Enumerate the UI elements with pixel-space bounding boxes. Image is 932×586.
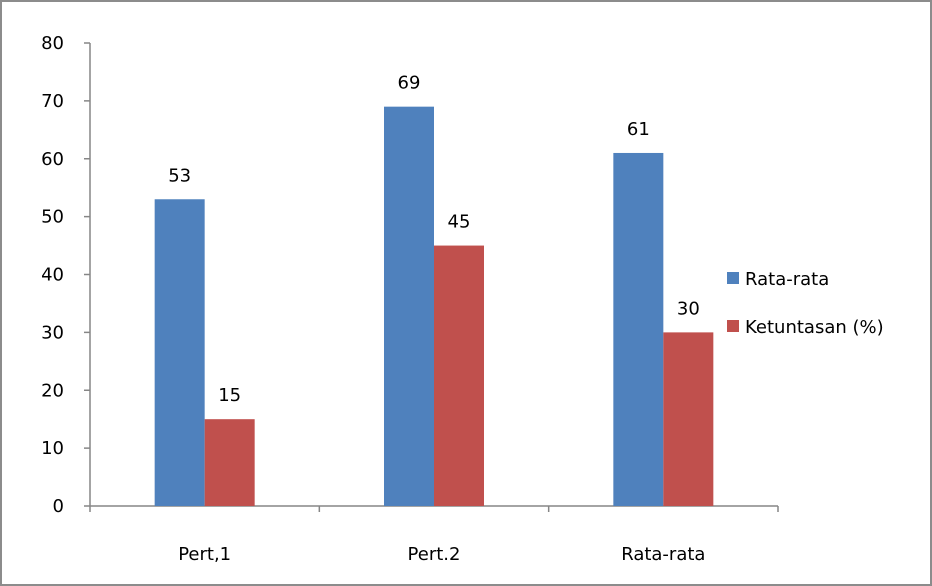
y-axis: 0 10 20 30 40 50 60 70 80 (41, 33, 91, 517)
legend-label: Ketuntasan (%) (745, 317, 884, 338)
data-label: 53 (168, 165, 191, 186)
x-tick-label: Pert,1 (178, 544, 231, 565)
data-label: 61 (627, 119, 650, 140)
bar (434, 245, 484, 506)
legend-label: Rata-rata (745, 269, 829, 290)
data-label: 15 (218, 385, 241, 406)
y-tick-label: 50 (41, 207, 64, 228)
bar (154, 199, 205, 506)
y-tick-label: 30 (41, 322, 64, 343)
bar (204, 419, 255, 506)
bar (663, 332, 714, 506)
y-tick-label: 20 (41, 380, 64, 401)
x-tick-label: Pert.2 (408, 544, 461, 565)
x-axis: Pert,1 Pert.2 Rata-rata (89, 505, 779, 565)
data-label: 69 (398, 73, 421, 94)
y-tick-label: 70 (41, 91, 64, 112)
y-tick-label: 80 (41, 33, 64, 54)
y-tick-label: 10 (41, 438, 64, 459)
x-tick-label: Rata-rata (621, 544, 705, 565)
bar (613, 152, 664, 506)
legend-swatch (727, 320, 739, 332)
legend: Rata-rata Ketuntasan (%) (727, 269, 884, 338)
data-label: 45 (448, 212, 471, 233)
data-label: 30 (677, 298, 700, 319)
legend-swatch (727, 272, 739, 284)
y-tick-label: 40 (41, 265, 64, 286)
bars (154, 106, 714, 506)
y-tick-label: 60 (41, 149, 64, 170)
y-tick-label: 0 (53, 496, 64, 517)
bar (384, 106, 434, 506)
data-labels: 53 15 69 45 61 30 (168, 73, 700, 407)
